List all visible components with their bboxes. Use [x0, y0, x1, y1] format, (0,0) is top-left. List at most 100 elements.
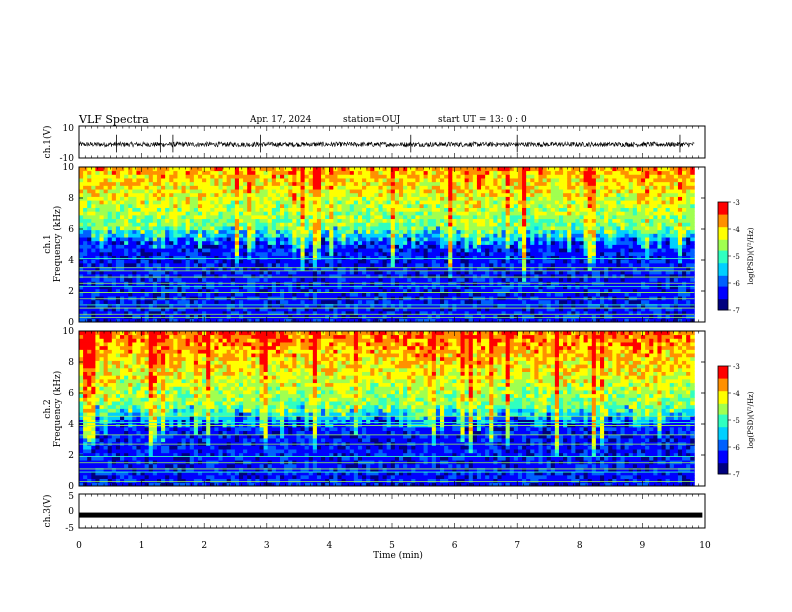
- spectrogram-cell: [465, 248, 470, 252]
- spectrogram-cell: [190, 259, 195, 263]
- spectrogram-cell: [173, 174, 178, 178]
- spectrogram-cell: [153, 296, 158, 300]
- spectrogram-cell: [469, 278, 474, 282]
- spectrogram-cell: [239, 296, 244, 300]
- spectrogram-cell: [292, 315, 297, 319]
- spectrogram-cell: [292, 245, 297, 249]
- spectrogram-cell: [177, 171, 182, 175]
- spectrogram-cell: [247, 215, 252, 219]
- spectrogram-cell: [173, 204, 178, 208]
- spectrogram-cell: [79, 296, 84, 300]
- spectrogram-cell: [469, 200, 474, 204]
- spectrogram-cell: [555, 215, 560, 219]
- spectrogram-cell: [374, 230, 379, 234]
- spectrogram-cell: [194, 263, 199, 267]
- spectrogram-cell: [260, 230, 265, 234]
- spectrogram-cell: [366, 193, 371, 197]
- spectrogram-cell: [399, 167, 404, 171]
- spectrogram-cell: [448, 226, 453, 230]
- spectrogram-cell: [395, 285, 400, 289]
- spectrogram-cell: [337, 200, 342, 204]
- spectrogram-cell: [292, 296, 297, 300]
- spectrogram-cell: [543, 296, 548, 300]
- spectrogram-cell: [301, 185, 306, 189]
- spectrogram-cell: [305, 296, 310, 300]
- spectrogram-cell: [272, 182, 277, 186]
- spectrogram-cell: [461, 208, 466, 212]
- spectrogram-cell: [547, 204, 552, 208]
- spectrogram-cell: [87, 252, 92, 256]
- spectrogram-cell: [280, 211, 285, 215]
- spectrogram-cell: [301, 304, 306, 308]
- spectrogram-cell: [141, 185, 146, 189]
- spectrogram-cell: [116, 174, 121, 178]
- spectrogram-cell: [473, 182, 478, 186]
- spectrogram-cell: [452, 174, 457, 178]
- spectrogram-cell: [551, 252, 556, 256]
- spectrogram-cell: [448, 204, 453, 208]
- spectrogram-cell: [399, 211, 404, 215]
- spectrogram-cell: [223, 292, 228, 296]
- spectrogram-cell: [497, 182, 502, 186]
- spectrogram-cell: [104, 304, 109, 308]
- spectrogram-cell: [284, 237, 289, 241]
- spectrogram-cell: [288, 296, 293, 300]
- spectrogram-cell: [288, 211, 293, 215]
- spectrogram-cell: [522, 274, 527, 278]
- spectrogram-cell: [497, 222, 502, 226]
- spectrogram-cell: [354, 174, 359, 178]
- spectrogram-cell: [420, 208, 425, 212]
- spectrogram-cell: [378, 278, 383, 282]
- spectrogram-cell: [288, 215, 293, 219]
- spectrogram-cell: [469, 315, 474, 319]
- spectrogram-cell: [206, 285, 211, 289]
- spectrogram-cell: [469, 197, 474, 201]
- spectrogram-cell: [227, 197, 232, 201]
- spectrogram-cell: [543, 208, 548, 212]
- spectrogram-cell: [173, 245, 178, 249]
- spectrogram-cell: [305, 211, 310, 215]
- spectrogram-cell: [317, 197, 322, 201]
- spectrogram-cell: [321, 252, 326, 256]
- spectrogram-cell: [210, 259, 215, 263]
- spectrogram-cell: [276, 197, 281, 201]
- spectrogram-cell: [514, 167, 519, 171]
- spectrogram-cell: [538, 226, 543, 230]
- spectrogram-cell: [481, 171, 486, 175]
- spectrogram-cell: [132, 267, 137, 271]
- spectrogram-cell: [559, 219, 564, 223]
- spectrogram-cell: [424, 245, 429, 249]
- spectrogram-cell: [296, 274, 301, 278]
- spectrogram-cell: [210, 278, 215, 282]
- spectrogram-cell: [153, 197, 158, 201]
- spectrogram-cell: [182, 233, 187, 237]
- spectrogram-cell: [383, 193, 388, 197]
- spectrogram-cell: [374, 274, 379, 278]
- spectrogram-cell: [391, 274, 396, 278]
- spectrogram-cell: [276, 252, 281, 256]
- spectrogram-cell: [104, 237, 109, 241]
- spectrogram-cell: [149, 248, 154, 252]
- spectrogram-cell: [321, 204, 326, 208]
- spectrogram-cell: [530, 189, 535, 193]
- spectrogram-cell: [79, 193, 84, 197]
- spectrogram-cell: [177, 185, 182, 189]
- spectrogram-cell: [95, 182, 100, 186]
- spectrogram-cell: [440, 296, 445, 300]
- spectrogram-cell: [260, 193, 265, 197]
- spectrogram-cell: [502, 248, 507, 252]
- spectrogram-cell: [177, 197, 182, 201]
- spectrogram-cell: [251, 197, 256, 201]
- spectrogram-cell: [280, 230, 285, 234]
- spectrogram-cell: [186, 300, 191, 304]
- spectrogram-cell: [305, 267, 310, 271]
- spectrogram-cell: [91, 189, 96, 193]
- spectrogram-cell: [182, 222, 187, 226]
- spectrogram-cell: [514, 211, 519, 215]
- spectrogram-cell: [452, 204, 457, 208]
- spectrogram-cell: [141, 300, 146, 304]
- spectrogram-cell: [370, 304, 375, 308]
- spectrogram-cell: [165, 233, 170, 237]
- spectrogram-cell: [420, 233, 425, 237]
- spectrogram-cell: [559, 296, 564, 300]
